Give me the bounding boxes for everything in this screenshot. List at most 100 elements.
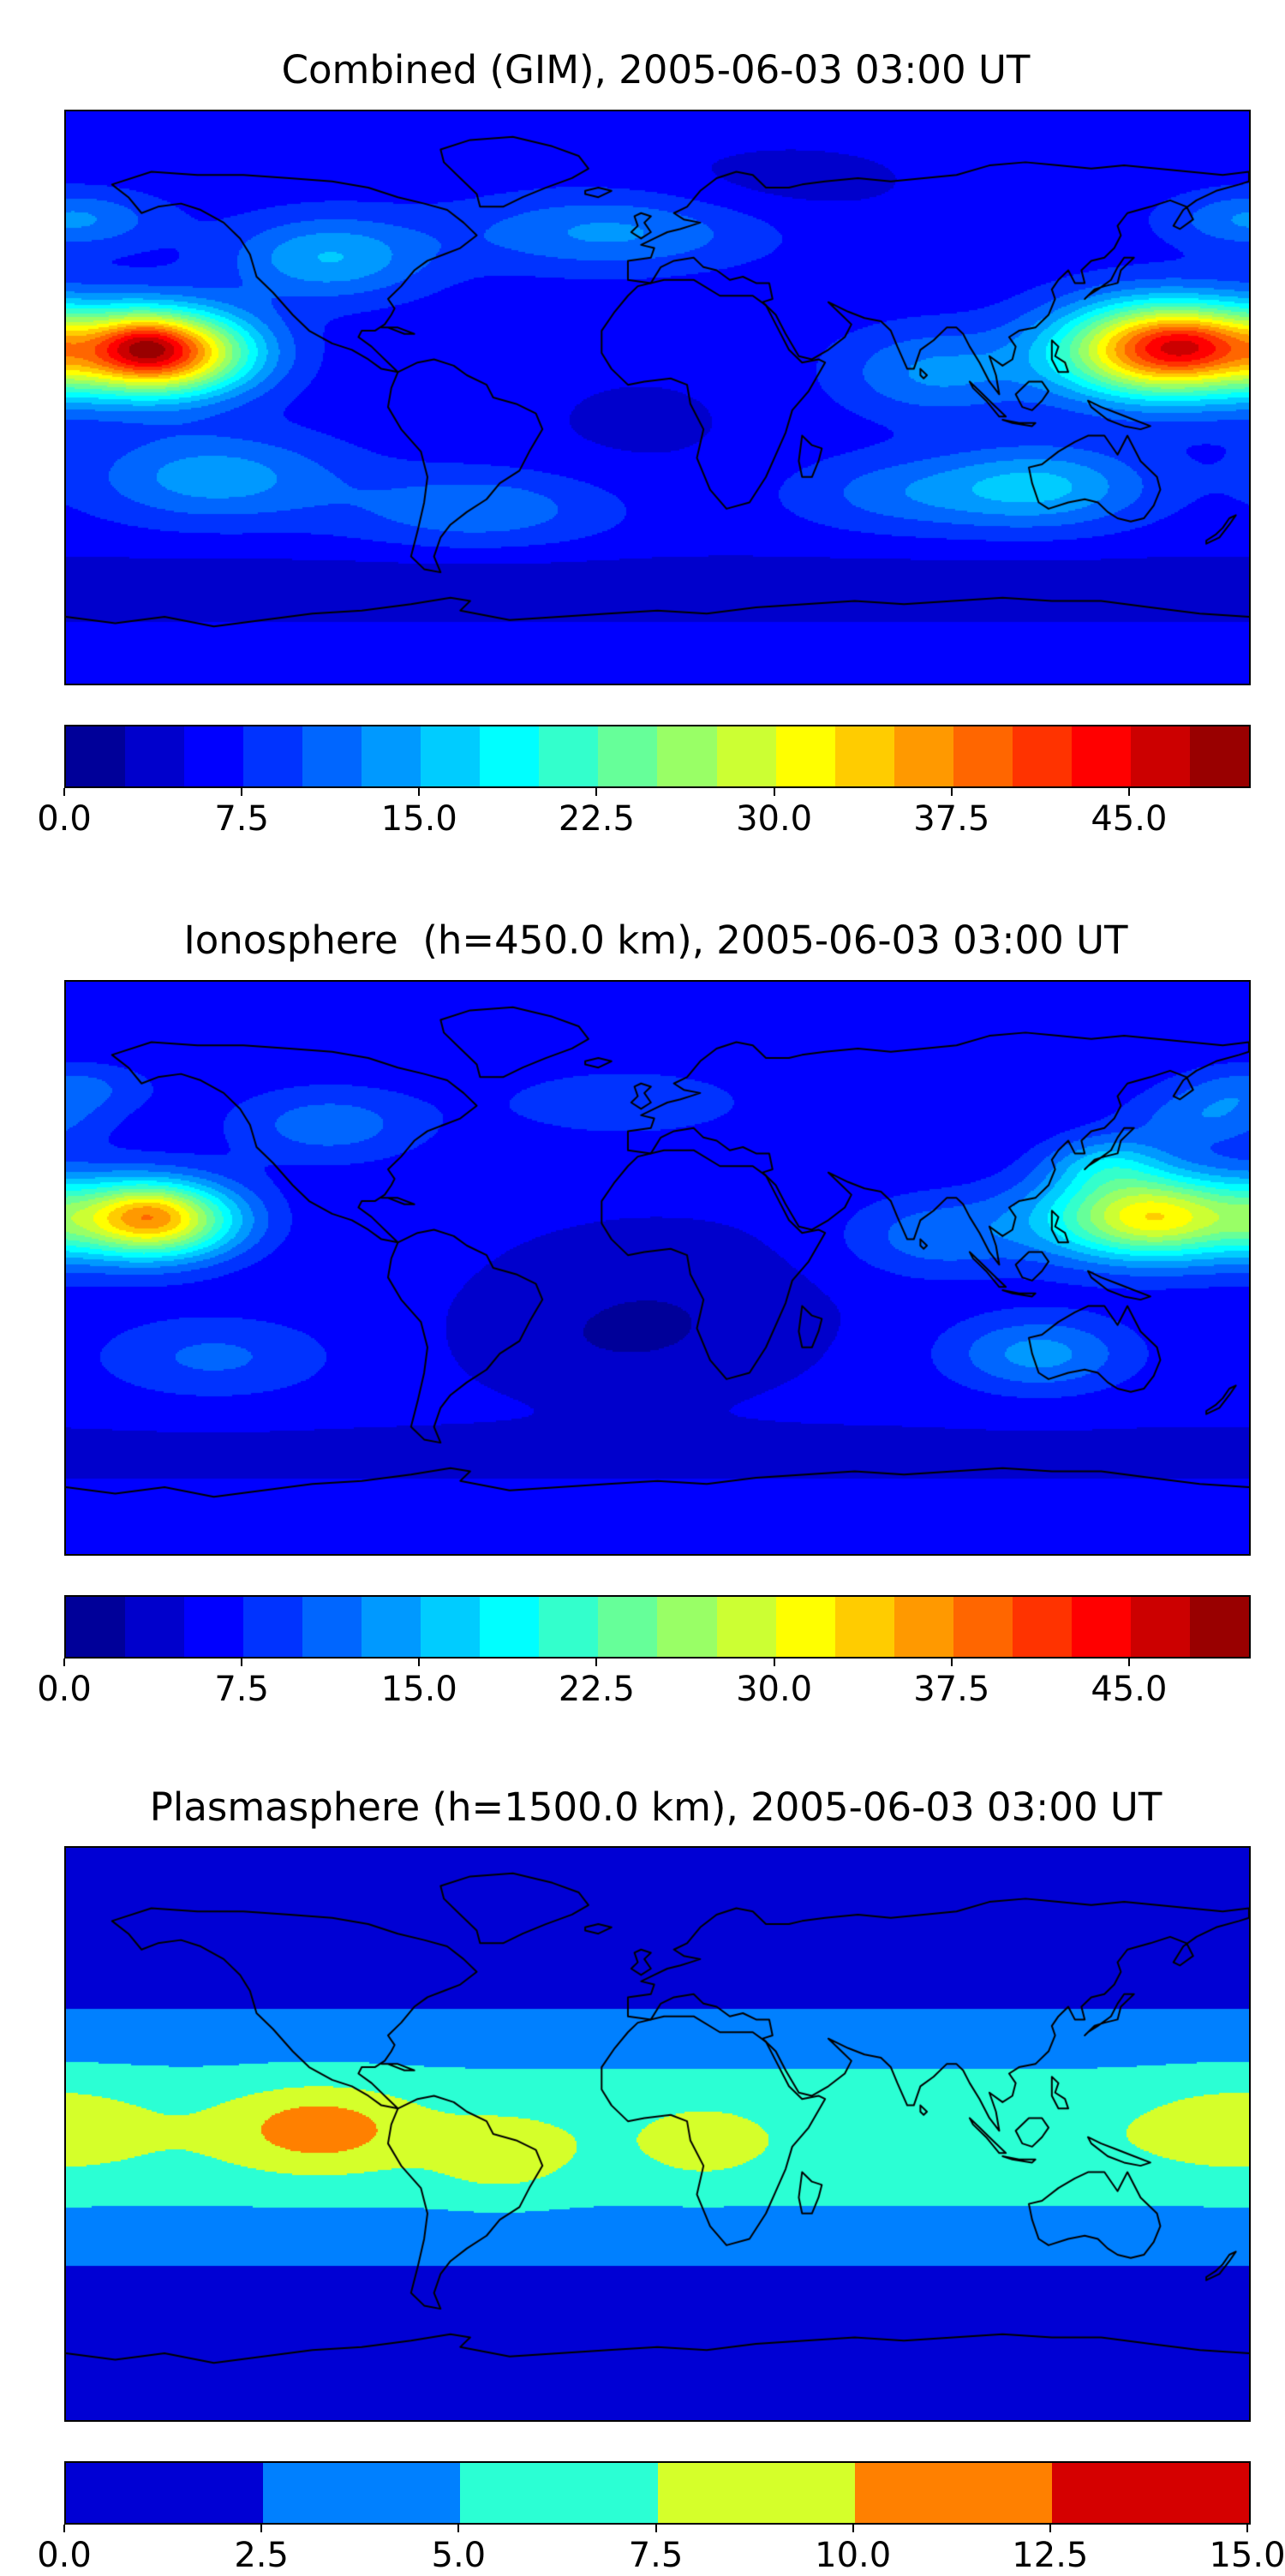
colorbar-tick-mark	[1128, 1659, 1130, 1666]
map-canvas-ionosphere	[66, 982, 1249, 1554]
colorbar-segment	[1072, 1597, 1131, 1657]
colorbar-tick-mark	[951, 1659, 953, 1666]
colorbar-tick-mark	[63, 2525, 65, 2532]
colorbar-segment	[421, 1597, 480, 1657]
colorbar-segment	[302, 1597, 362, 1657]
colorbar-segment	[480, 1597, 539, 1657]
colorbar-tick-label: 12.5	[1012, 2536, 1088, 2575]
colorbar-tick-mark	[774, 788, 775, 796]
colorbar-combined	[64, 725, 1251, 788]
colorbar-tick-label: 15.0	[381, 1670, 457, 1709]
colorbar-segment	[657, 726, 716, 786]
colorbar-segment	[1052, 2463, 1249, 2523]
colorbar-tick-label: 22.5	[559, 1670, 635, 1709]
colorbar-segment	[953, 1597, 1013, 1657]
colorbar-segment	[66, 1597, 125, 1657]
figure-title-plasmasphere: Plasmasphere (h=1500.0 km), 2005-06-03 0…	[64, 1785, 1247, 1830]
colorbar-segment	[184, 1597, 243, 1657]
colorbar-segment	[243, 726, 302, 786]
colorbar-tick-label: 30.0	[736, 799, 812, 839]
colorbar-segment	[598, 1597, 657, 1657]
map-frame-combined	[64, 110, 1251, 685]
colorbar-tick-mark	[1128, 788, 1130, 796]
colorbar-segment	[1131, 1597, 1190, 1657]
colorbar-segment	[480, 726, 539, 786]
colorbar-tick-label: 37.5	[913, 1670, 989, 1709]
colorbar-segment	[1190, 1597, 1249, 1657]
colorbar-segment	[776, 726, 835, 786]
colorbar-segment	[598, 726, 657, 786]
colorbar-tick-mark	[63, 1659, 65, 1666]
colorbar-tick-mark	[457, 2525, 459, 2532]
colorbar-tick-mark	[1246, 2525, 1248, 2532]
colorbar-segment	[1013, 1597, 1072, 1657]
colorbar-segment	[302, 726, 362, 786]
colorbar-tick-mark	[241, 788, 242, 796]
colorbar-segment	[894, 726, 953, 786]
colorbar-segment	[1072, 726, 1131, 786]
colorbar-tick-label: 7.5	[629, 2536, 684, 2575]
colorbar-segment	[894, 1597, 953, 1657]
figure-combined-gim: Combined (GIM), 2005-06-03 03:00 UT 0.0 7…	[0, 0, 1285, 840]
colorbar-segment	[717, 1597, 776, 1657]
figure-title-combined: Combined (GIM), 2005-06-03 03:00 UT	[64, 48, 1247, 93]
colorbar-tick-mark	[655, 2525, 657, 2532]
colorbar-tick-mark	[260, 2525, 262, 2532]
colorbar-tick-label: 7.5	[214, 799, 269, 839]
colorbar-tick-mark	[852, 2525, 854, 2532]
figure-ionosphere: Ionosphere (h=450.0 km), 2005-06-03 03:0…	[0, 840, 1285, 1710]
colorbar-segment	[717, 726, 776, 786]
colorbar-segment	[776, 1597, 835, 1657]
colorbar-tick-label: 0.0	[37, 1670, 92, 1709]
colorbar-segment	[953, 726, 1013, 786]
colorbar-segment	[460, 2463, 657, 2523]
figure-title-ionosphere: Ionosphere (h=450.0 km), 2005-06-03 03:0…	[64, 918, 1247, 963]
colorbar-tick-mark	[595, 1659, 597, 1666]
colorbar-tick-label: 15.0	[1209, 2536, 1285, 2575]
colorbar-tick-mark	[418, 788, 420, 796]
colorbar-segment	[362, 1597, 421, 1657]
map-frame-ionosphere	[64, 980, 1251, 1556]
colorbar-segment	[125, 726, 184, 786]
colorbar-segment	[1131, 726, 1190, 786]
colorbar-tick-label: 15.0	[381, 799, 457, 839]
colorbar-tick-mark	[595, 788, 597, 796]
colorbar-segment	[539, 1597, 598, 1657]
colorbar-tick-mark	[241, 1659, 242, 1666]
colorbar-segment	[125, 1597, 184, 1657]
colorbar-segment	[855, 2463, 1052, 2523]
colorbar-segment	[421, 726, 480, 786]
colorbar-tick-mark	[63, 788, 65, 796]
colorbar-tick-mark	[774, 1659, 775, 1666]
map-canvas-plasmasphere	[66, 1848, 1249, 2420]
colorbar-tick-mark	[1049, 2525, 1051, 2532]
colorbar-segment	[243, 1597, 302, 1657]
colorbar-tick-label: 30.0	[736, 1670, 812, 1709]
colorbar-tick-label: 5.0	[432, 2536, 487, 2575]
map-frame-plasmasphere	[64, 1846, 1251, 2422]
colorbar-segment	[835, 1597, 894, 1657]
colorbar-tick-label: 2.5	[234, 2536, 289, 2575]
colorbar-segment	[362, 726, 421, 786]
colorbar-tick-label: 0.0	[37, 2536, 92, 2575]
colorbar-tick-label: 22.5	[559, 799, 635, 839]
colorbar-tick-label: 10.0	[815, 2536, 891, 2575]
colorbar-tick-label: 45.0	[1091, 1670, 1167, 1709]
colorbar-segment	[1190, 726, 1249, 786]
figure-plasmasphere: Plasmasphere (h=1500.0 km), 2005-06-03 0…	[0, 1710, 1285, 2576]
colorbar-segment	[539, 726, 598, 786]
colorbar-segment	[1013, 726, 1072, 786]
colorbar-segment	[263, 2463, 460, 2523]
colorbar-tick-label: 0.0	[37, 799, 92, 839]
colorbar-segment	[835, 726, 894, 786]
colorbar-segment	[184, 726, 243, 786]
colorbar-segment	[66, 726, 125, 786]
colorbar-tick-label: 37.5	[913, 799, 989, 839]
colorbar-tick-mark	[951, 788, 953, 796]
colorbar-ionosphere	[64, 1595, 1251, 1659]
map-canvas-combined	[66, 111, 1249, 684]
colorbar-tick-label: 7.5	[214, 1670, 269, 1709]
